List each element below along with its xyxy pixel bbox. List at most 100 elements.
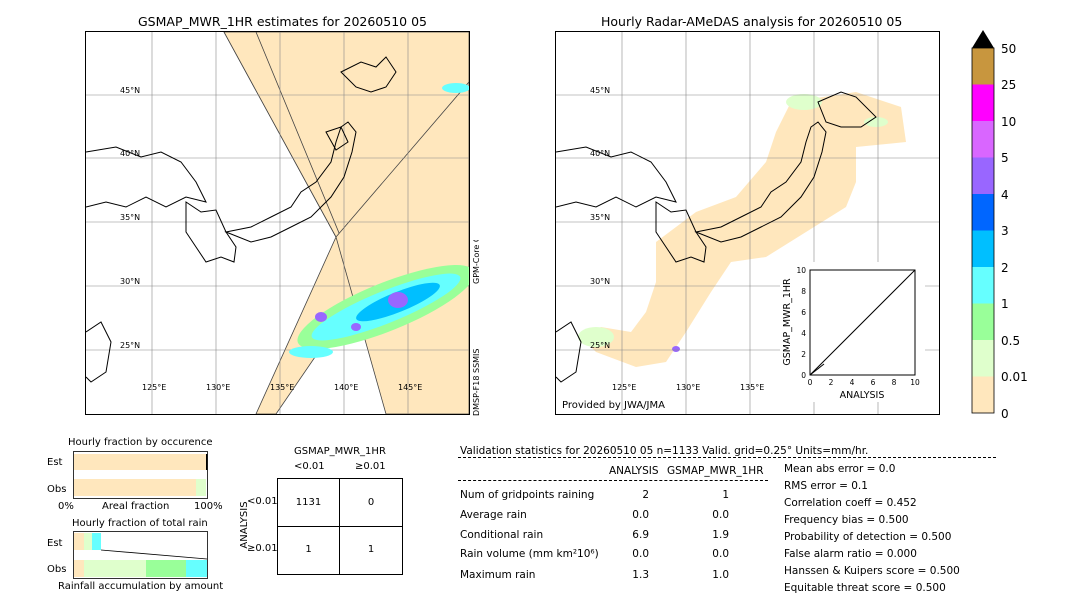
inset-ytick-0: 0: [801, 371, 806, 380]
left-lon-145: 145°E: [398, 383, 422, 392]
left-map-canvas: 45°N 40°N 35°N 30°N 25°N 125°E 130°E 135…: [86, 32, 469, 414]
colorbar: 50 25 10 5 4 3 2 1 0.5 0.01 0: [968, 28, 1048, 421]
inset-xtick-8: 8: [892, 378, 897, 387]
contingency-cell-hit: 1: [367, 544, 375, 555]
total-rain-title: Hourly fraction of total rain: [72, 518, 208, 529]
right-map: 45°N 40°N 35°N 30°N 25°N 125°E 130°E 135…: [555, 31, 940, 415]
colorbar-label-3: 3: [1001, 224, 1009, 238]
colorbar-label-0-5: 0.5: [1001, 334, 1020, 348]
colorbar-label-0-01: 0.01: [1001, 370, 1028, 384]
left-lon-140: 140°E: [334, 383, 358, 392]
score-frequency-bias: Frequency bias = 0.500: [784, 514, 909, 526]
left-map-title: GSMAP_MWR_1HR estimates for 20260510 05: [138, 14, 427, 29]
score-pod: Probability of detection = 0.500: [784, 531, 952, 543]
inset-ytick-8: 8: [801, 287, 806, 296]
contingency-row-axis: ANALYSIS: [239, 501, 250, 548]
right-lon-135: 135°E: [740, 383, 764, 392]
validation-row-label: Rain volume (mm km²10⁶): [460, 548, 599, 560]
validation-row-analysis: 0.0: [632, 548, 649, 560]
validation-row-analysis: 6.9: [632, 529, 649, 541]
total-rain-row-est: Est: [47, 538, 63, 549]
score-rms-error: RMS error = 0.1: [784, 480, 868, 492]
inset-xtick-0: 0: [808, 378, 813, 387]
validation-divider: [458, 457, 996, 458]
contingency-col-lt: <0.01: [294, 461, 325, 472]
inset-ytick-10: 10: [796, 266, 806, 275]
colorbar-label-50: 50: [1001, 42, 1016, 56]
validation-row-label: Conditional rain: [460, 529, 544, 541]
validation-row-gsmap: 1: [722, 489, 729, 501]
validation-row-label: Average rain: [460, 509, 527, 521]
inset-xtick-2: 2: [829, 378, 834, 387]
right-map-canvas: 45°N 40°N 35°N 30°N 25°N 125°E 130°E 135…: [556, 32, 939, 414]
swath-label-ssmis: DMSP-F18 SSMIS: [472, 349, 481, 417]
inset-xtick-4: 4: [850, 378, 855, 387]
validation-row-label: Num of gridpoints raining: [460, 489, 595, 501]
validation-col-gsmap: GSMAP_MWR_1HR: [667, 465, 764, 477]
occurrence-bars: [73, 451, 209, 499]
left-lon-135: 135°E: [270, 383, 294, 392]
swath-label-gmi: GPM-Core GMI: [472, 240, 481, 284]
right-lat-45: 45°N: [590, 86, 610, 95]
validation-row-gsmap: 1.0: [712, 569, 729, 581]
score-hk: Hanssen & Kuipers score = 0.500: [784, 565, 960, 577]
inset-plot: 0 2 4 6 8 10 0 2 4 6 8 10 ANALYSIS GSMAP…: [780, 262, 925, 402]
validation-subdivider: [458, 480, 768, 481]
total-rain-footer: Rainfall accumulation by amount: [58, 581, 224, 592]
total-rain-row-obs: Obs: [47, 564, 67, 575]
left-lat-30: 30°N: [120, 277, 140, 286]
occurrence-axis-left: 0%: [58, 501, 74, 512]
score-correlation: Correlation coeff = 0.452: [784, 497, 917, 509]
left-lon-130: 130°E: [206, 383, 230, 392]
left-lat-25: 25°N: [120, 341, 140, 350]
map-credit: Provided by JWA/JMA: [562, 400, 665, 411]
inset-xtick-6: 6: [871, 378, 876, 387]
left-map: 45°N 40°N 35°N 30°N 25°N 125°E 130°E 135…: [85, 31, 470, 415]
swath-labels: GPM-Core GMI DMSP-F18 SSMIS: [472, 240, 481, 417]
validation-row-gsmap: 1.9: [712, 529, 729, 541]
occurrence-axis-right: 100%: [194, 501, 223, 512]
contingency-cell-false-alarm: 0: [367, 497, 375, 508]
contingency-row-lt: <0.01: [247, 496, 278, 507]
total-rain-bars: [73, 531, 209, 579]
score-mean-abs-error: Mean abs error = 0.0: [784, 463, 896, 475]
right-lat-35: 35°N: [590, 213, 610, 222]
validation-row-gsmap: 0.0: [712, 548, 729, 560]
occurrence-axis-mid: Areal fraction: [102, 501, 170, 512]
right-map-title: Hourly Radar-AMeDAS analysis for 2026051…: [601, 14, 903, 29]
score-ets: Equitable threat score = 0.500: [784, 582, 946, 594]
right-lat-25: 25°N: [590, 341, 610, 350]
validation-col-analysis: ANALYSIS: [609, 465, 659, 477]
contingency-cell-hit-none: 1131: [295, 497, 322, 508]
inset-ylabel: GSMAP_MWR_1HR: [782, 278, 793, 366]
validation-row-gsmap: 0.0: [712, 509, 729, 521]
contingency-col-ge: ≥0.01: [355, 461, 386, 472]
occurrence-row-obs: Obs: [47, 484, 67, 495]
colorbar-label-0: 0: [1001, 407, 1009, 418]
inset-ytick-4: 4: [801, 329, 806, 338]
left-lon-125: 125°E: [142, 383, 166, 392]
contingency-row-ge: ≥0.01: [247, 543, 278, 554]
inset-ytick-2: 2: [801, 350, 806, 359]
contingency-table: 1131 0 1 1: [277, 478, 403, 575]
inset-xtick-10: 10: [910, 378, 920, 387]
right-lon-125: 125°E: [612, 383, 636, 392]
right-lat-40: 40°N: [590, 149, 610, 158]
colorbar-label-4: 4: [1001, 188, 1009, 202]
contingency-cell-miss: 1: [305, 544, 312, 555]
score-far: False alarm ratio = 0.000: [784, 548, 917, 560]
inset-ytick-6: 6: [801, 308, 806, 317]
contingency-title: GSMAP_MWR_1HR: [294, 446, 386, 457]
inset-xlabel: ANALYSIS: [840, 390, 885, 401]
left-lat-40: 40°N: [120, 149, 140, 158]
occurrence-title: Hourly fraction by occurence: [68, 437, 213, 448]
colorbar-label-2: 2: [1001, 261, 1009, 275]
colorbar-label-10: 10: [1001, 115, 1016, 129]
right-lat-30: 30°N: [590, 277, 610, 286]
left-lat-45: 45°N: [120, 86, 140, 95]
right-lon-130: 130°E: [676, 383, 700, 392]
rain-band: [289, 83, 469, 358]
occurrence-row-est: Est: [47, 457, 63, 468]
left-lat-35: 35°N: [120, 213, 140, 222]
validation-header: Validation statistics for 20260510 05 n=…: [460, 445, 869, 457]
